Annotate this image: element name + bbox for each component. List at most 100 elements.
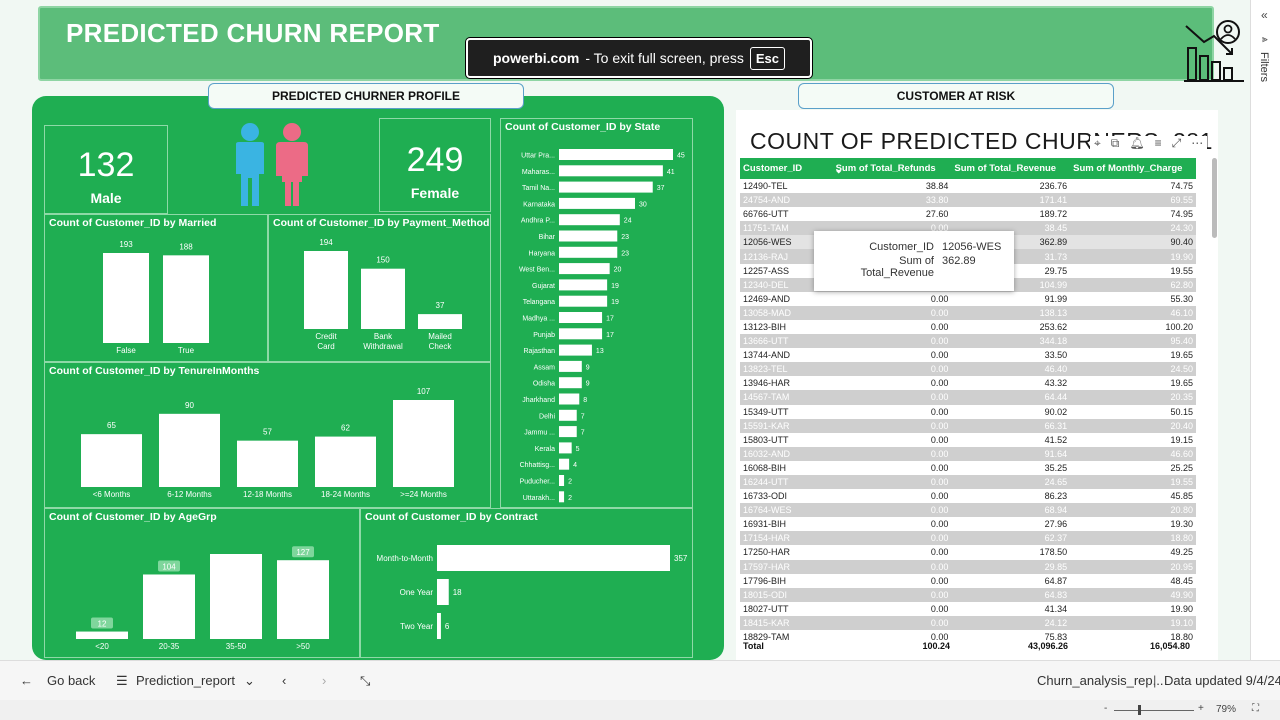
bar[interactable] [76,631,128,639]
table-row[interactable]: 12469-AND 0.00 91.99 55.30 [740,292,1196,306]
chevron-down-icon[interactable]: ⌄ [244,673,255,688]
fit-to-page-icon[interactable]: ⛶ [1252,703,1259,714]
table-row[interactable]: 16931-BIH 0.00 27.96 19.30 [740,517,1196,531]
column-header[interactable]: Sum of Total_Refunds [832,158,952,179]
bar[interactable] [418,314,462,329]
bar[interactable] [559,197,635,209]
bar[interactable] [559,214,620,226]
bar[interactable] [559,246,618,258]
copy-icon[interactable]: ⧉ [1110,136,1120,150]
table-row[interactable]: 16244-UTT 0.00 24.65 19.55 [740,474,1196,490]
table-row[interactable]: 17597-HAR 0.00 29.85 20.95 [740,559,1196,574]
table-row[interactable]: 15591-KAR 0.00 66.31 20.40 [740,418,1196,433]
bar[interactable] [559,230,618,242]
bar[interactable] [559,360,582,372]
filter-icon[interactable]: ≡ [1154,136,1162,150]
bar[interactable] [559,393,580,405]
zoom-out-icon[interactable]: - [1104,703,1108,714]
table-row[interactable]: 17250-HAR 0.00 178.50 49.25 [740,545,1196,559]
column-header[interactable]: Sum of Total_Revenue [951,158,1071,179]
bar[interactable] [210,554,262,639]
table-row[interactable]: 16068-BIH 0.00 35.25 25.25 [740,461,1196,475]
column-header[interactable]: Customer_ID ⏷ [740,158,842,179]
table-row[interactable]: 18015-ODI 0.00 64.83 49.90 [740,587,1196,602]
zoom-slider-thumb[interactable] [1138,705,1141,715]
bar[interactable] [559,442,572,454]
table-row[interactable]: 16764-WES 0.00 68.94 20.80 [740,503,1196,518]
bar[interactable] [237,440,298,487]
bar[interactable] [559,377,582,389]
bar[interactable] [304,251,348,329]
pages-list-icon[interactable]: ☰ [116,673,128,688]
bar[interactable] [559,263,610,275]
bar[interactable] [559,344,592,356]
bar[interactable] [559,149,673,160]
previous-page-icon[interactable]: ‹ [282,673,287,688]
bar[interactable] [559,426,577,438]
bar[interactable] [559,165,663,177]
table-row[interactable]: 15349-UTT 0.00 90.02 50.15 [740,405,1196,419]
table-row[interactable]: 16733-ODI 0.00 86.23 45.85 [740,489,1196,503]
table-row[interactable]: 15803-UTT 0.00 41.52 19.15 [740,433,1196,447]
go-back-button[interactable]: Go back [47,673,96,688]
focus-mode-icon[interactable]: ⤢ [1171,136,1182,150]
table-row[interactable]: 13666-UTT 0.00 344.18 95.40 [740,334,1196,349]
table-row[interactable]: 66766-UTT 27.60 189.72 74.95 [740,207,1196,221]
data-label-bg[interactable] [292,546,314,558]
exit-fullscreen-icon[interactable]: ⤡ [360,673,371,688]
report-file-name[interactable]: Churn_analysis_rep... [1037,673,1164,688]
page-selector[interactable]: Prediction_report [136,673,235,688]
female-kpi-card[interactable]: 249 Female [379,118,491,212]
bar[interactable] [437,545,670,571]
bar[interactable] [559,312,603,323]
bar[interactable] [143,574,195,639]
bar[interactable] [393,400,454,487]
bar[interactable] [315,436,376,487]
bar[interactable] [559,279,608,291]
bar[interactable] [559,181,653,193]
male-kpi-card[interactable]: 132 Male [44,125,168,214]
bar[interactable] [559,458,570,470]
table-row[interactable]: 18027-UTT 0.00 41.34 19.90 [740,602,1196,616]
filters-pane[interactable]: « ⫸ [1250,0,1280,660]
more-options-icon[interactable]: ⋯ [1191,136,1204,150]
payment-method-chart[interactable]: Count of Customer_ID by Payment_Method 1… [268,214,491,362]
state-chart[interactable]: Count of Customer_ID by State Uttar Pra.… [500,118,693,508]
table-row[interactable]: 12490-TEL 38.84 236.76 74.75 [740,179,1196,193]
bar[interactable] [559,295,608,307]
filters-label[interactable]: Filters [1258,52,1270,82]
bar[interactable] [559,491,565,503]
bar[interactable] [437,613,441,639]
contract-chart[interactable]: Count of Customer_ID by Contract Month-t… [360,508,693,658]
pin-icon[interactable]: ⌖ [1094,136,1101,150]
married-chart[interactable]: Count of Customer_ID by Married 193 False… [44,214,268,362]
table-row[interactable]: 16032-AND 0.00 91.64 46.60 [740,446,1196,461]
bar[interactable] [277,560,329,639]
table-row[interactable]: 14567-TAM 0.00 64.44 20.35 [740,390,1196,405]
bar[interactable] [103,253,149,343]
sort-icon[interactable]: ⏷ [836,169,842,176]
table-row[interactable]: 17154-HAR 0.00 62.37 18.80 [740,531,1196,546]
bar[interactable] [163,255,209,343]
agegrp-chart[interactable]: Count of Customer_ID by AgeGrp 12 <20 104 2… [44,508,360,658]
table-row[interactable]: 18415-KAR 0.00 24.12 19.10 [740,615,1196,630]
table-row[interactable]: 18829-TAM 0.00 75.83 18.80 [740,630,1196,644]
table-scrollbar[interactable] [1212,158,1217,238]
table-row[interactable]: 13946-HAR 0.00 43.32 19.65 [740,376,1196,390]
bar[interactable] [361,268,405,329]
data-label-bg[interactable] [91,617,113,629]
back-arrow-icon[interactable]: ← [20,673,33,688]
table-row[interactable]: 24754-AND 33.80 171.41 69.55 [740,193,1196,208]
bar[interactable] [559,409,577,421]
table-row[interactable]: 17796-BIH 0.00 64.87 48.45 [740,574,1196,588]
bar[interactable] [81,434,142,487]
next-page-icon[interactable]: › [322,673,327,688]
bar[interactable] [559,328,603,340]
bar[interactable] [559,475,565,486]
bar[interactable] [437,579,449,605]
table-row[interactable]: 13123-BIH 0.00 253.62 100.20 [740,320,1196,334]
table-row[interactable]: 13744-AND 0.00 33.50 19.65 [740,348,1196,362]
zoom-slider[interactable] [1114,710,1194,711]
zoom-in-icon[interactable]: + [1198,703,1204,714]
collapse-filters-icon[interactable]: « [1261,8,1268,22]
